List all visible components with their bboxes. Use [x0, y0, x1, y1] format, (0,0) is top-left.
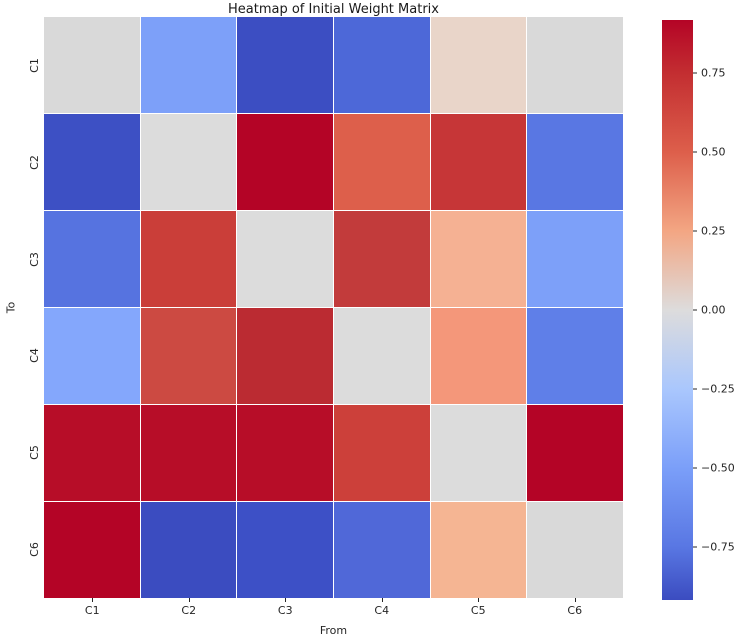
colorbar-tick-label: −0.50 [701, 461, 735, 475]
colorbar-tick: 0.75 [693, 67, 726, 80]
colorbar-tick-mark [693, 546, 697, 548]
heatmap-cell [430, 211, 527, 307]
heatmap-cell [527, 211, 623, 307]
colorbar [662, 20, 693, 600]
heatmap-cell [430, 17, 527, 113]
x-tick-label: C3 [237, 598, 334, 617]
heatmap-cell [430, 308, 527, 404]
colorbar-tick-mark [693, 151, 697, 153]
y-tick-label: C5 [24, 404, 48, 501]
heatmap-cell [237, 211, 333, 307]
heatmap-cell [333, 502, 430, 598]
x-tick-label: C5 [430, 598, 527, 617]
x-tick-label: C1 [44, 598, 141, 617]
heatmap-cell [140, 17, 237, 113]
colorbar-tick-label: −0.25 [701, 382, 735, 396]
colorbar-tick-label: 0.75 [701, 66, 726, 80]
heatmap-cell [44, 211, 140, 307]
heatmap-cell [527, 405, 623, 501]
heatmap-cell [237, 114, 333, 210]
colorbar-tick-label: 0.50 [701, 145, 726, 159]
heatmap-cell [44, 308, 140, 404]
heatmap-cell [44, 17, 140, 113]
y-tick-label: C3 [24, 211, 48, 308]
x-tick-label: C2 [141, 598, 238, 617]
colorbar-tick-label: 0.00 [701, 303, 726, 317]
colorbar-tick-mark [693, 230, 697, 232]
colorbar-tick-mark [693, 388, 697, 390]
colorbar-tick-mark [693, 309, 697, 311]
heatmap-cell [140, 502, 237, 598]
heatmap-cell [237, 405, 333, 501]
heatmap-cell [430, 502, 527, 598]
colorbar-tick-label: 0.25 [701, 224, 726, 238]
heatmap-cell [527, 308, 623, 404]
heatmap-cell [333, 308, 430, 404]
heatmap-cell [237, 502, 333, 598]
heatmap-cell [333, 211, 430, 307]
heatmap-cell [430, 114, 527, 210]
heatmap-cell [527, 17, 623, 113]
colorbar-tick-label: −0.75 [701, 540, 735, 554]
heatmap-cell [333, 17, 430, 113]
colorbar-tick: −0.75 [693, 540, 735, 553]
heatmap-cell [140, 211, 237, 307]
colorbar-tick-mark [693, 467, 697, 469]
colorbar-ticks: 0.75 0.50 0.25 0.00 −0.25 −0.50 −0.75 [693, 20, 748, 600]
heatmap-cell [237, 308, 333, 404]
chart-title: Heatmap of Initial Weight Matrix [228, 2, 439, 17]
colorbar-tick: 0.25 [693, 225, 726, 238]
x-tick-label: C4 [334, 598, 431, 617]
y-tick-label: C2 [24, 114, 48, 211]
heatmap-cell [140, 114, 237, 210]
heatmap-cell [430, 405, 527, 501]
heatmap-cell [237, 17, 333, 113]
heatmap-cell [44, 405, 140, 501]
heatmap-cell [140, 308, 237, 404]
y-axis-label: To [4, 301, 18, 314]
heatmap-cell [333, 114, 430, 210]
colorbar-tick: 0.50 [693, 146, 726, 159]
x-tick-labels: C1 C2 C3 C4 C5 C6 [44, 598, 624, 617]
colorbar-tick-mark [693, 72, 697, 74]
colorbar-tick: 0.00 [693, 304, 726, 317]
x-tick-label: C6 [527, 598, 624, 617]
heatmap-cell [44, 114, 140, 210]
y-tick-label: C1 [24, 17, 48, 114]
heatmap-cell [44, 502, 140, 598]
colorbar-tick: −0.50 [693, 461, 735, 474]
y-tick-label: C4 [24, 307, 48, 404]
heatmap-cell [140, 405, 237, 501]
heatmap-cell [333, 405, 430, 501]
heatmap-cell [527, 502, 623, 598]
y-tick-label: C6 [24, 501, 48, 598]
x-axis-label: From [319, 624, 348, 637]
y-tick-labels: C1 C2 C3 C4 C5 C6 [24, 17, 48, 598]
colorbar-tick: −0.25 [693, 382, 735, 395]
heatmap-grid [44, 17, 623, 598]
heatmap-cell [527, 114, 623, 210]
